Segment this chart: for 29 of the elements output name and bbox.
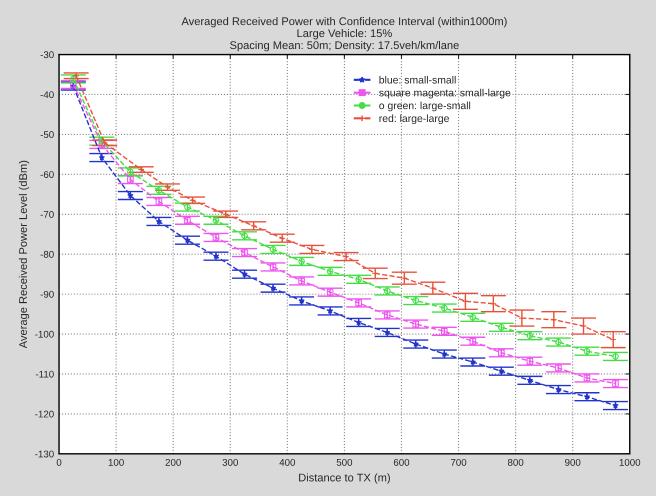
x-tick-label: 1000 — [620, 458, 640, 466]
x-tick-label: 100 — [108, 458, 124, 466]
y-tick-label: -80 — [40, 250, 54, 258]
x-tick-label: 700 — [450, 458, 466, 466]
x-tick-label: 500 — [336, 458, 352, 466]
x-tick-label: 200 — [166, 458, 181, 466]
x-tick-label: 400 — [279, 458, 296, 466]
chart-title: Averaged Received Power with Confidence Interval (within1000m) Large Vehicle: 15% Spacing Mean: 50m; Density: 17.5veh/km/lane — [181, 17, 507, 52]
y-tick-label: -30 — [40, 51, 54, 58]
y-tick-label: -50 — [40, 131, 54, 138]
x-tick-label: 800 — [508, 458, 524, 466]
x-tick-label: 900 — [565, 458, 580, 466]
legend-label: square magenta: small-large — [379, 88, 510, 98]
x-tick-label: 300 — [222, 458, 238, 466]
y-tick-label: -70 — [40, 211, 54, 218]
x-axis-title: Distance to TX (m) — [299, 473, 390, 484]
legend-label: blue: small-small — [379, 76, 456, 84]
y-axis-title: Average Received Power Level (dBm) — [18, 160, 30, 348]
legend-label: red: large-large — [379, 114, 449, 124]
y-tick-label: -100 — [35, 330, 54, 338]
x-tick-label: 600 — [394, 458, 410, 466]
x-tick-label: 0 — [56, 458, 62, 466]
y-tick-label: -120 — [35, 410, 54, 418]
y-tick-label: -110 — [36, 370, 54, 378]
y-tick-label: -60 — [40, 171, 54, 178]
y-tick-label: -90 — [40, 290, 54, 298]
y-tick-label: -130 — [35, 450, 54, 458]
legend-label: o green: large-small — [379, 102, 470, 112]
y-tick-label: -40 — [40, 91, 54, 98]
